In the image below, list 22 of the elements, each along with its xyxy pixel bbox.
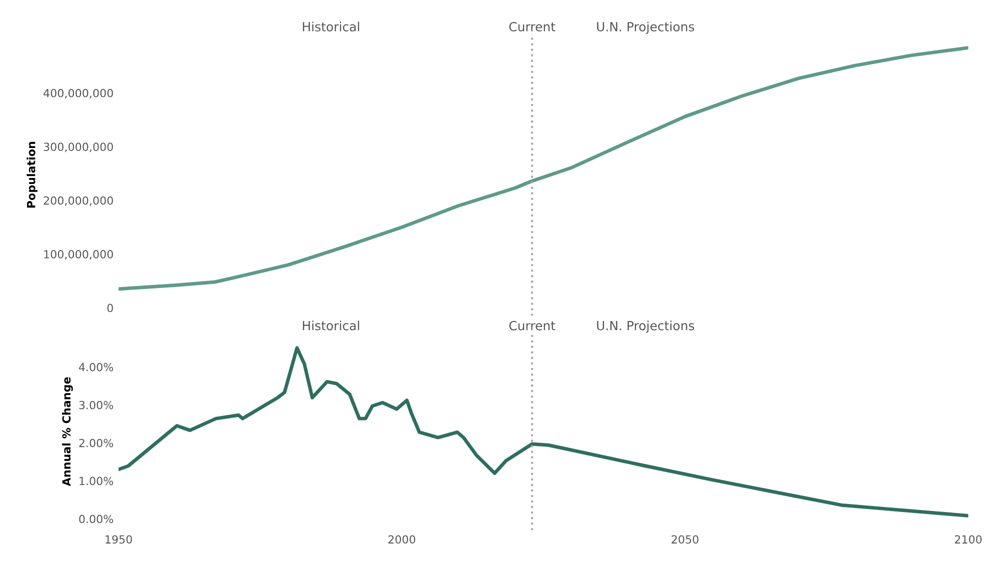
x-tick-label: 2100 <box>954 535 982 544</box>
y-tick-label: 400,000,000 <box>44 88 113 98</box>
text: Historical <box>302 22 360 32</box>
y-tick-label: 1.00% <box>80 476 114 486</box>
y-tick-label: 100,000,000 <box>44 250 113 260</box>
text: Historical <box>302 320 360 330</box>
y-axis-title: Annual % Change <box>62 377 73 486</box>
y-tick-label: 2.00% <box>79 438 114 448</box>
x-tick-label: 2050 <box>672 535 698 544</box>
x-tick-label: 2000 <box>388 535 416 544</box>
annotation: U.N. Projections <box>597 22 694 34</box>
y-tick-label: 0 <box>107 304 113 312</box>
y-tick-label: 0.00% <box>79 514 114 524</box>
y-tick-label: 300,000,000 <box>44 142 113 152</box>
y-tick-label: 3.00% <box>79 400 114 410</box>
y-axis-title: Population <box>26 142 38 208</box>
y-tick-label: 200,000,000 <box>44 196 113 206</box>
ref-line-label: Current <box>509 320 556 330</box>
annotation: U.N. Projections <box>597 320 694 333</box>
ref-line-label: Current <box>509 22 556 32</box>
x-tick-label: 1950 <box>106 535 132 544</box>
y-tick-label: 4.00% <box>78 362 114 372</box>
